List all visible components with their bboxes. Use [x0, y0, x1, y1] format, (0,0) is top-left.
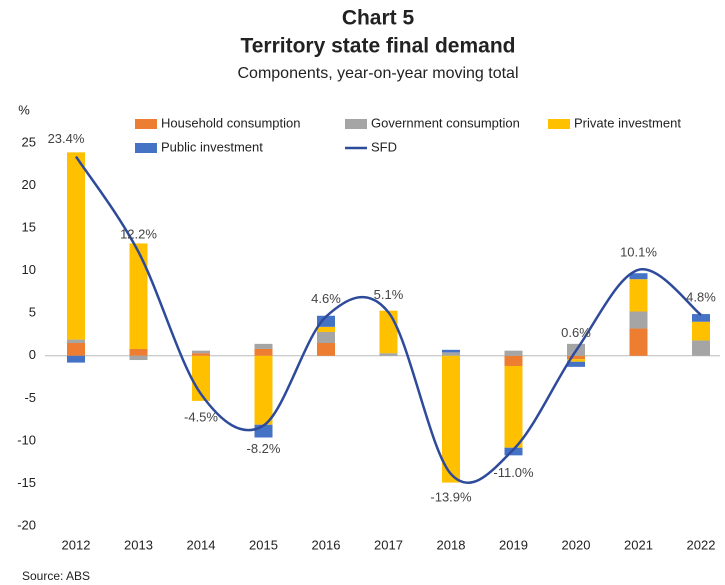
- bar-segment: [254, 348, 273, 356]
- line: [74, 155, 702, 484]
- y-tick-label: 0: [29, 347, 36, 362]
- bar-segment: [379, 310, 398, 354]
- bar-segment: [504, 350, 523, 356]
- bar-segment: [129, 355, 148, 361]
- y-tick-label: -15: [17, 475, 36, 490]
- y-tick-label: 10: [22, 262, 36, 277]
- bar-segment: [192, 353, 210, 356]
- x-tick-label: 2015: [249, 537, 278, 552]
- legend-swatch: [135, 143, 157, 153]
- x-tick-label: 2018: [437, 537, 466, 552]
- bar-segment: [692, 314, 710, 322]
- bar-segment: [504, 355, 523, 366]
- x-tick-label: 2020: [562, 537, 591, 552]
- x-tick-label: 2016: [312, 537, 341, 552]
- y-tick-label: 5: [29, 305, 36, 320]
- data-label: -4.5%: [184, 410, 218, 425]
- y-tick-label: -20: [17, 517, 36, 532]
- bar-segment: [567, 359, 585, 362]
- chart-title: Chart 5: [342, 7, 415, 30]
- data-label: 12.2%: [120, 226, 157, 241]
- y-tick-label: -5: [24, 390, 36, 405]
- bar-segment: [254, 343, 273, 349]
- bar-segment: [692, 321, 710, 341]
- x-tick-label: 2017: [374, 537, 403, 552]
- data-label: 4.8%: [686, 289, 716, 304]
- bar-segment: [129, 243, 148, 349]
- bar-segment: [317, 343, 335, 356]
- bar-segment: [129, 348, 148, 356]
- chart-subtitle: Territory state final demand: [240, 35, 515, 58]
- bar-segment: [317, 315, 335, 327]
- data-label: 5.1%: [374, 287, 404, 302]
- bar-segment: [317, 326, 335, 332]
- data-label: 23.4%: [48, 131, 85, 146]
- legend-label: Public investment: [161, 139, 263, 154]
- x-tick-label: 2022: [687, 537, 716, 552]
- bar-segment: [504, 365, 523, 448]
- bar-segment: [192, 350, 210, 354]
- data-label: 10.1%: [620, 244, 657, 259]
- bar-segment: [67, 343, 85, 356]
- legend-label: Private investment: [574, 115, 681, 130]
- x-tick-label: 2019: [499, 537, 528, 552]
- bar-segment: [317, 331, 335, 344]
- legend-swatch: [135, 119, 157, 129]
- data-label: 0.6%: [561, 325, 591, 340]
- y-axis-label: %: [18, 102, 30, 117]
- x-tick-label: 2014: [187, 537, 216, 552]
- bar-segment: [67, 355, 85, 363]
- bar-segment: [254, 355, 273, 425]
- chart-description: Components, year-on-year moving total: [237, 65, 518, 82]
- data-label: 4.6%: [311, 291, 341, 306]
- y-tick-label: -10: [17, 432, 36, 447]
- bar-segment: [67, 339, 85, 344]
- bar-segment: [442, 355, 460, 483]
- bar-segment: [629, 311, 648, 329]
- source: Source: ABS: [22, 569, 90, 583]
- bar-segment: [629, 273, 648, 280]
- x-tick-label: 2013: [124, 537, 153, 552]
- bar-segment: [629, 328, 648, 356]
- bar-segment: [379, 353, 398, 356]
- legend-label: SFD: [371, 139, 397, 154]
- bar-segment: [442, 352, 460, 356]
- x-tick-label: 2012: [62, 537, 91, 552]
- legend-swatch: [548, 119, 570, 129]
- bar-segment: [567, 361, 585, 367]
- y-tick-label: 25: [22, 134, 36, 149]
- bar-segment: [567, 355, 585, 360]
- bar-segment: [442, 349, 460, 353]
- y-tick-label: 20: [22, 177, 36, 192]
- bar-segment: [67, 152, 85, 340]
- legend-label: Household consumption: [161, 115, 300, 130]
- bar-segment: [192, 355, 210, 401]
- data-label: -8.2%: [247, 441, 281, 456]
- legend-label: Government consumption: [371, 115, 520, 130]
- y-tick-label: 15: [22, 220, 36, 235]
- bar-segment: [692, 340, 710, 356]
- legend-swatch: [345, 119, 367, 129]
- bar-segment: [629, 279, 648, 312]
- data-label: -11.0%: [493, 465, 534, 480]
- bar-segment: [504, 447, 523, 456]
- x-tick-label: 2021: [624, 537, 653, 552]
- data-label: -13.9%: [430, 490, 472, 505]
